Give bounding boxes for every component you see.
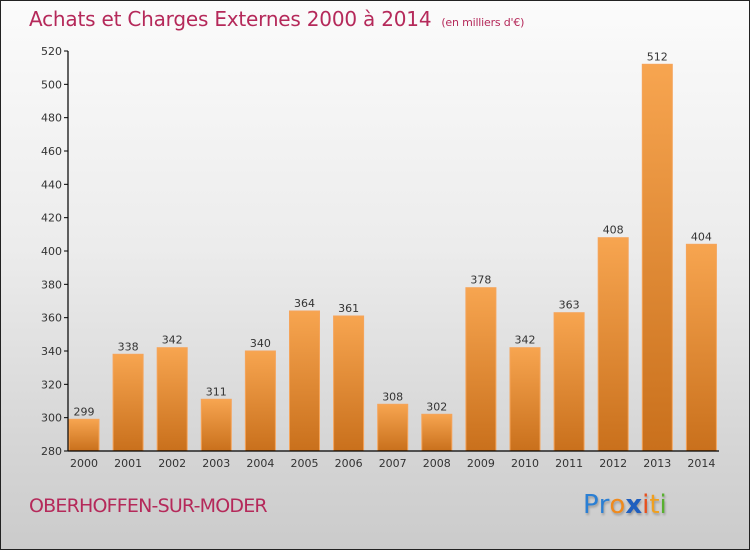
x-tick-label-2007: 2007: [379, 457, 407, 470]
y-tick-label-300: 300: [41, 412, 62, 425]
value-label-2001: 338: [118, 340, 139, 353]
value-label-2006: 361: [338, 302, 359, 315]
x-axis: 2000 2001 2002 2003 2004 2005 2006 2007 2008 2009…: [68, 450, 719, 470]
x-tick-label-2012: 2012: [599, 457, 627, 470]
commune-name: OBERHOFFEN-SUR-MODER: [29, 495, 268, 517]
chart-title: Achats et Charges Externes 2000 à 2014 (e…: [29, 7, 524, 31]
logo-letter: t: [649, 490, 660, 520]
value-label-2011: 363: [559, 299, 580, 312]
bar-2005: [289, 310, 320, 452]
y-tick-label-480: 480: [41, 112, 62, 125]
x-tick-label-2000: 2000: [70, 457, 98, 470]
value-label-2002: 342: [162, 334, 183, 347]
x-tick-label-2002: 2002: [158, 457, 186, 470]
x-tick-label-2010: 2010: [511, 457, 539, 470]
value-label-2007: 308: [382, 390, 403, 403]
y-tick-label-320: 320: [41, 378, 62, 391]
y-tick-label-340: 340: [41, 345, 62, 358]
x-tick-label-2014: 2014: [687, 457, 715, 470]
x-tick-label-2006: 2006: [335, 457, 363, 470]
bar-2010: [509, 347, 541, 452]
bar-2000: [68, 418, 100, 452]
value-label-2009: 378: [470, 274, 491, 287]
bar-2011: [553, 312, 585, 452]
bars-group: 299 338 342 311 340 364 361 308 302 378 342 363 408 5…: [68, 50, 717, 452]
y-tick-label-460: 460: [41, 145, 62, 158]
logo-letter: i: [642, 490, 650, 520]
value-label-2003: 311: [206, 385, 227, 398]
y-tick-label-380: 380: [41, 278, 62, 291]
bar-2009: [465, 287, 497, 452]
title-text: Achats et Charges Externes 2000 à 2014: [29, 7, 432, 31]
x-tick-label-2009: 2009: [467, 457, 495, 470]
y-axis: 280 300 320 340 360 380 400 420 440 460 480 500 520: [41, 45, 69, 458]
x-tick-label-2001: 2001: [114, 457, 142, 470]
bar-2004: [244, 350, 276, 452]
x-tick-label-2008: 2008: [423, 457, 451, 470]
y-tick-label-280: 280: [41, 445, 62, 458]
value-label-2005: 364: [294, 297, 315, 310]
logo-letter: o: [609, 490, 626, 520]
value-label-2013: 512: [647, 50, 668, 63]
bar-2012: [597, 237, 629, 452]
bar-2001: [112, 353, 144, 452]
y-tick-label-400: 400: [41, 245, 62, 258]
value-label-2004: 340: [250, 337, 271, 350]
proxiti-logo[interactable]: Proxiti: [583, 490, 667, 520]
x-tick-label-2013: 2013: [643, 457, 671, 470]
bar-2013: [641, 63, 673, 452]
x-tick-label-2004: 2004: [246, 457, 274, 470]
x-tick-label-2003: 2003: [202, 457, 230, 470]
title-unit: (en milliers d'€): [441, 16, 525, 29]
logo-letter: x: [625, 490, 643, 520]
bar-2007: [377, 403, 409, 452]
y-tick-label-440: 440: [41, 178, 62, 191]
y-tick-label-420: 420: [41, 212, 62, 225]
x-tick-label-2005: 2005: [291, 457, 319, 470]
bar-2006: [333, 315, 365, 452]
logo-letter: P: [583, 490, 599, 520]
y-tick-label-500: 500: [41, 78, 62, 91]
value-label-2012: 408: [603, 224, 624, 237]
bar-2008: [421, 413, 453, 452]
logo-letter: r: [598, 490, 610, 520]
value-label-2010: 342: [515, 334, 536, 347]
x-tick-label-2011: 2011: [555, 457, 583, 470]
value-label-2008: 302: [426, 400, 447, 413]
y-tick-label-520: 520: [41, 45, 62, 58]
bar-2002: [156, 347, 188, 452]
bar-2003: [200, 398, 232, 452]
value-label-2014: 404: [691, 230, 712, 243]
y-tick-label-360: 360: [41, 312, 62, 325]
value-label-2000: 299: [74, 405, 95, 418]
bar-2014: [685, 243, 717, 452]
logo-letter: i: [659, 490, 667, 520]
